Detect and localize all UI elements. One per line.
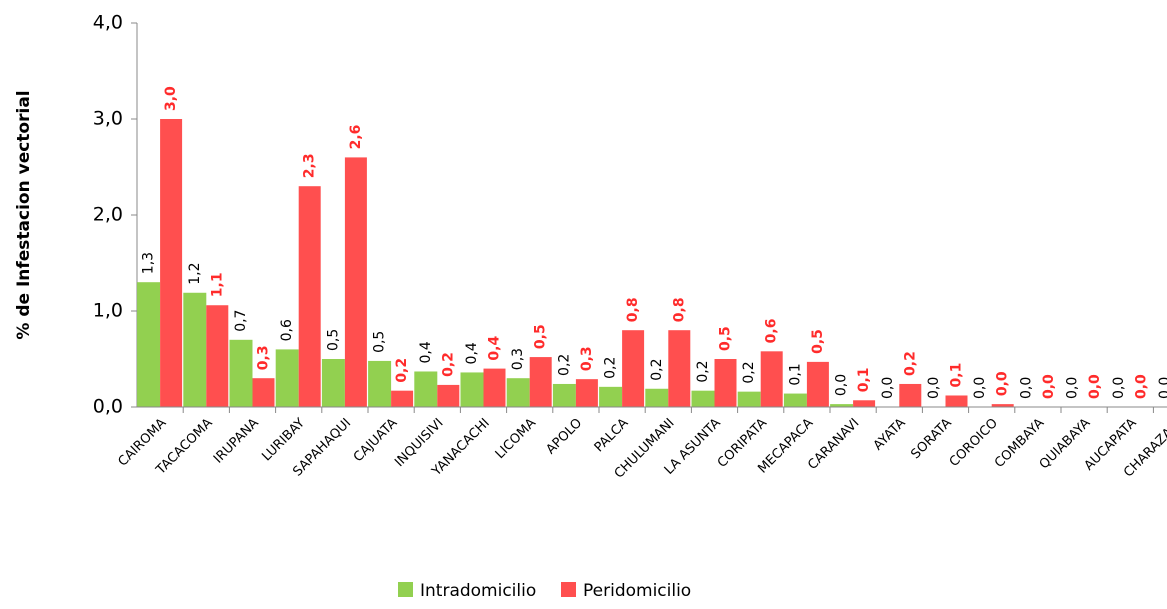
legend-label: Intradomicilio [420,581,536,601]
data-label: 0,4 [487,336,503,361]
x-tick-label: SORATA [908,416,955,463]
bar [899,383,922,407]
data-label: 0,0 [1065,377,1081,399]
data-label: 0,0 [1018,377,1034,399]
data-label: 0,0 [972,377,988,399]
bar [737,391,761,407]
bar [344,157,367,407]
data-label: 0,1 [787,363,803,385]
data-label: 1,1 [209,272,225,297]
bar [622,330,645,407]
data-label: 1,3 [141,252,157,274]
data-label: 0,5 [810,329,826,354]
x-tick-label: APOLO [543,416,585,458]
bar [391,390,414,407]
bar [275,349,299,407]
y-tick-label: 2,0 [93,204,123,226]
data-label: 0,2 [649,358,665,380]
bar [691,390,715,407]
bar [137,282,161,407]
data-label: 0,0 [834,374,850,396]
bar [414,371,438,407]
bar [160,119,183,407]
data-label: 0,1 [856,367,872,392]
legend-swatch [398,582,413,597]
data-label: 0,0 [1111,377,1127,399]
bar [945,395,968,407]
data-label: 0,0 [995,371,1011,396]
x-tick-label: IRUPANA [211,416,262,467]
y-tick-label: 0,0 [93,396,123,418]
legend-label: Peridomicilio [583,581,691,601]
bar [645,388,669,407]
data-label: 2,6 [348,125,364,150]
bar [552,383,576,407]
data-label: 0,0 [880,377,896,399]
bar [830,404,854,407]
data-label: 0,2 [603,357,619,379]
bar [252,378,275,407]
bar [183,292,207,407]
x-tick-label: PALCA [592,416,632,456]
bar [368,360,392,407]
data-label: 0,1 [949,363,965,388]
data-label: 0,2 [695,360,711,382]
bar [714,359,737,407]
data-label: 0,3 [579,346,595,371]
y-axis-label: % de Infestacion vectorial [14,90,34,339]
data-label: 0,3 [510,348,526,370]
data-label: 0,5 [372,331,388,353]
data-label: 0,6 [764,319,780,344]
data-label: 0,4 [418,341,434,363]
bar [206,305,229,407]
bar [760,351,783,407]
data-label: 0,8 [625,297,641,322]
bar [575,379,598,407]
data-label: 2,3 [302,153,318,178]
data-label: 0,2 [394,358,410,383]
bar [599,386,623,407]
bar [229,339,253,407]
y-tick-label: 3,0 [93,108,123,130]
x-tick-label: LICOMA [493,416,539,462]
x-tick-label: AYATA [871,416,909,454]
data-label: 1,2 [187,262,203,284]
data-label: 0,4 [464,342,480,364]
data-label: 0,0 [926,377,942,399]
bar [668,330,691,407]
y-tick-label: 4,0 [93,12,123,34]
data-label: 0,0 [1087,374,1103,399]
bar [853,400,876,407]
bar [991,404,1014,407]
data-label: 0,0 [1133,374,1149,399]
data-label: 0,2 [440,352,456,377]
data-label: 0,2 [556,354,572,376]
data-label: 0,5 [718,326,734,351]
data-label: 0,2 [902,351,918,376]
data-label: 0,0 [1041,374,1057,399]
y-tick-label: 1,0 [93,300,123,322]
bar [298,186,321,407]
data-label: 0,7 [233,310,249,332]
data-label: 0,3 [256,345,272,370]
data-label: 3,0 [163,86,179,111]
data-label: 0,8 [671,297,687,322]
x-tick-label: LURIBAY [259,416,308,465]
bar [783,393,807,407]
data-label: 0,5 [325,329,341,351]
legend-swatch [561,582,576,597]
data-label: 0,0 [1157,377,1167,399]
bar [506,378,530,407]
bar [806,361,829,407]
bar [460,372,484,407]
bar [437,384,460,407]
data-label: 0,5 [533,324,549,349]
data-label: 0,6 [279,319,295,341]
bar [321,359,345,407]
bar [529,357,552,407]
bar [483,368,506,407]
data-label: 0,2 [741,361,757,383]
